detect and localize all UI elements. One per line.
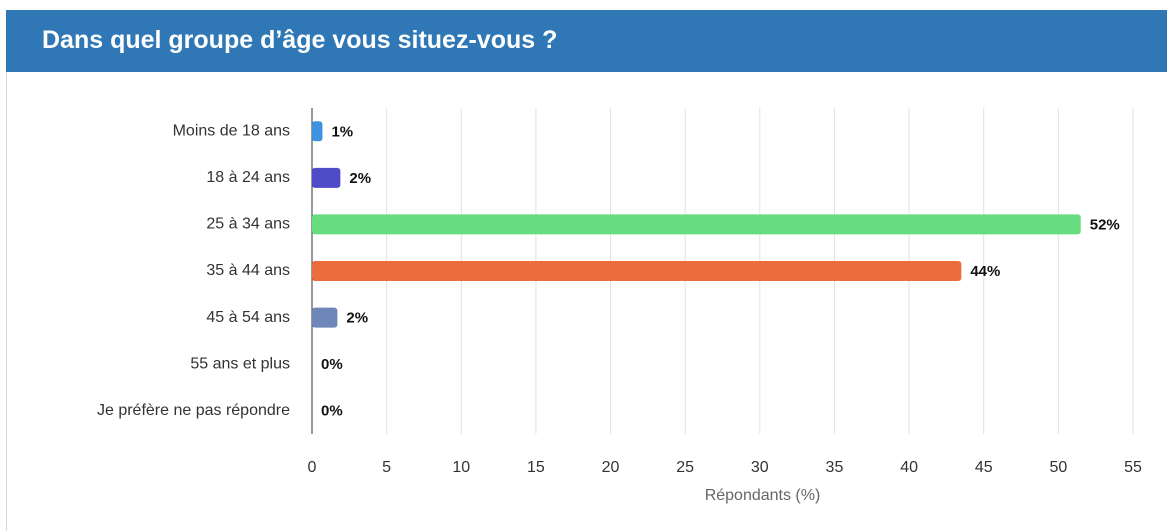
data-label: 44%	[970, 263, 1000, 280]
x-tick-label: 20	[602, 459, 620, 476]
header: Dans quel groupe d’âge vous situez-vous …	[6, 10, 1167, 72]
bar	[312, 214, 1081, 235]
bar	[312, 261, 962, 281]
chart-title: Dans quel groupe d’âge vous situez-vous …	[42, 26, 558, 54]
x-tick-label: 10	[452, 459, 470, 476]
x-tick-label: 50	[1049, 459, 1067, 476]
data-label: 0%	[321, 403, 343, 420]
y-tick-label: Je préfère ne pas répondre	[97, 402, 290, 419]
x-tick-label: 5	[382, 459, 391, 476]
y-tick-label: 18 à 24 ans	[206, 169, 290, 186]
y-tick-label: Moins de 18 ans	[173, 123, 290, 140]
x-tick-label: 55	[1124, 459, 1142, 476]
bar	[312, 307, 338, 328]
x-tick-label: 0	[308, 459, 317, 476]
y-tick-label: 45 à 54 ans	[206, 309, 290, 326]
bar	[312, 167, 341, 188]
x-tick-label: 45	[975, 459, 993, 476]
data-label: 2%	[346, 310, 368, 327]
x-axis-title: Répondants (%)	[705, 487, 821, 504]
y-tick-label: 35 à 44 ans	[206, 262, 290, 279]
data-label: 0%	[321, 356, 343, 373]
y-tick-label: 25 à 34 ans	[206, 216, 290, 233]
y-tick-label: 55 ans et plus	[190, 355, 290, 372]
bar	[312, 121, 323, 142]
x-tick-label: 35	[826, 459, 844, 476]
x-tick-label: 40	[900, 459, 918, 476]
data-label: 1%	[331, 123, 353, 140]
x-tick-label: 25	[676, 459, 694, 476]
data-label: 52%	[1090, 216, 1120, 233]
x-tick-label: 15	[527, 459, 545, 476]
x-tick-label: 30	[751, 459, 769, 476]
data-label: 2%	[349, 170, 371, 187]
